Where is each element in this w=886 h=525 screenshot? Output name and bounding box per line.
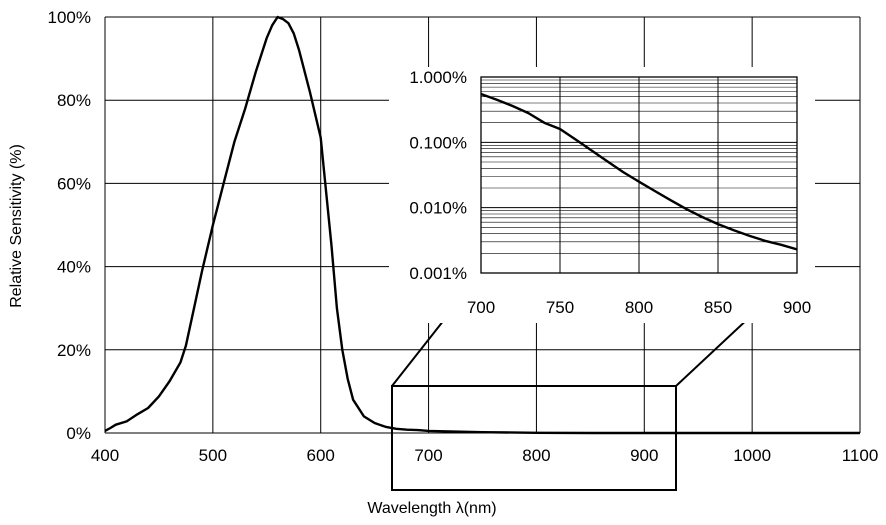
y-tick-label: 100% [48, 8, 91, 27]
x-tick-label: 800 [522, 446, 550, 465]
x-axis-title: Wavelength λ(nm) [367, 500, 496, 517]
inset-x-tick-label: 850 [704, 298, 732, 317]
y-tick-label: 40% [57, 258, 91, 277]
x-tick-label: 700 [414, 446, 442, 465]
inset-background [389, 67, 815, 323]
x-tick-label: 900 [630, 446, 658, 465]
inset-x-tick-label: 800 [625, 298, 653, 317]
x-tick-label: 400 [91, 446, 119, 465]
main-curve-layer [104, 15, 860, 435]
sensitivity-curve [104, 15, 860, 435]
y-tick-label: 60% [57, 174, 91, 193]
inset-x-tick-label: 700 [467, 298, 495, 317]
inset-y-tick-label: 0.010% [409, 199, 467, 218]
y-axis-title: Relative Sensitivity (%) [8, 144, 25, 308]
inset-x-tick-label: 900 [783, 298, 811, 317]
y-tick-label: 20% [57, 341, 91, 360]
main-tick-labels: 400 500 600 700 800 900 1000 1100 0% 20% 40% 60% 80%… [48, 8, 879, 465]
inset-sensitivity-curve [480, 92, 798, 251]
zoom-region-box [391, 385, 677, 491]
y-tick-label: 0% [66, 424, 91, 443]
inset-frame [480, 76, 798, 274]
inset-y-tick-label: 0.100% [409, 133, 467, 152]
x-tick-label: 500 [199, 446, 227, 465]
inset-y-tick-label: 0.001% [409, 264, 467, 283]
x-tick-label: 600 [307, 446, 335, 465]
inset-y-tick-label: 1.000% [409, 68, 467, 87]
x-tick-label: 1100 [842, 446, 879, 465]
inset-chart: 700 750 800 850 900 0.001% 0.010% 0.100% 1.000% [389, 67, 815, 323]
y-tick-label: 80% [57, 91, 91, 110]
x-tick-label: 1000 [733, 446, 771, 465]
inset-x-tick-label: 750 [546, 298, 574, 317]
